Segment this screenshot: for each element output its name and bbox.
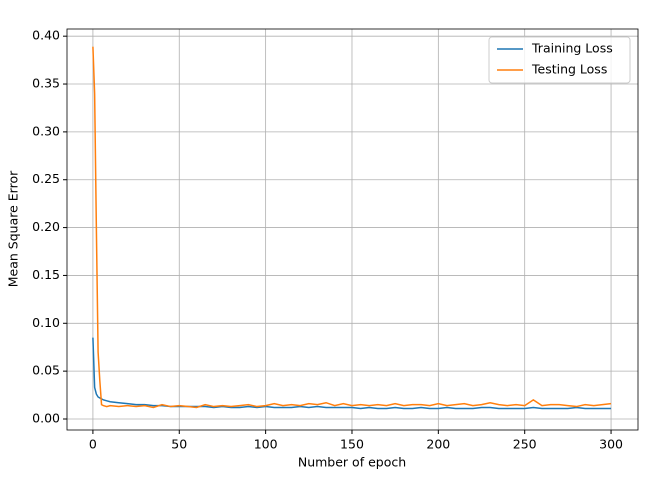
- y-tick-label: 0.35: [32, 76, 60, 91]
- y-tick-label: 0.00: [32, 410, 60, 425]
- x-tick-label: 50: [171, 437, 187, 452]
- y-tick-label: 0.40: [32, 28, 60, 43]
- plot-frame: [66, 28, 639, 431]
- data-line: [92, 46, 612, 409]
- x-tick-label: 300: [599, 437, 623, 452]
- data-line: [92, 337, 612, 410]
- y-tick-label: 0.15: [32, 267, 60, 282]
- y-tick-label: 0.20: [32, 219, 60, 234]
- y-axis-label: Mean Square Error: [6, 170, 21, 287]
- x-axis-label: Number of epoch: [298, 455, 406, 470]
- y-tick-label: 0.30: [32, 123, 60, 138]
- y-tick-label: 0.25: [32, 171, 60, 186]
- x-tick-label: 100: [254, 437, 278, 452]
- legend-label: Testing Loss: [531, 62, 607, 77]
- y-tick-label: 0.10: [32, 315, 60, 330]
- legend-box: [488, 36, 631, 84]
- x-tick-label: 200: [426, 437, 450, 452]
- x-tick-label: 0: [89, 437, 97, 452]
- x-tick-label: 250: [513, 437, 537, 452]
- legend-label: Training Loss: [531, 41, 613, 56]
- x-tick-label: 150: [340, 437, 364, 452]
- y-tick-label: 0.05: [32, 363, 60, 378]
